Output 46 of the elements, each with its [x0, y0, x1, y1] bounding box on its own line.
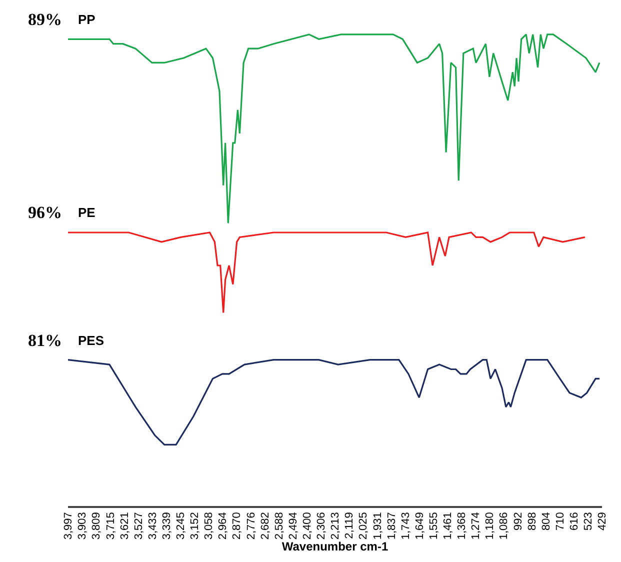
x-tick-label: 2,119	[344, 512, 356, 539]
x-tick-label: 3,621	[118, 512, 131, 540]
series-label: PE	[78, 205, 96, 220]
x-tick-label: 523	[582, 512, 595, 531]
x-tick-label: 2,776	[245, 512, 258, 540]
x-tick-label: 2,870	[231, 512, 244, 540]
x-tick-label: 804	[540, 512, 552, 531]
x-tick-label: 1,086	[498, 512, 510, 540]
x-tick-label: 1,931	[372, 512, 384, 540]
x-axis-title: Wavenumber cm-1	[282, 540, 388, 554]
text: 81%	[28, 331, 62, 350]
x-tick-label: 1,555	[428, 512, 440, 540]
x-tick-label: 3,339	[161, 512, 174, 540]
x-tick-label: 992	[512, 512, 524, 531]
x-tick-label: 3,245	[175, 512, 188, 540]
x-tick-label: 1,461	[442, 512, 454, 540]
x-tick-label: 1,649	[414, 512, 426, 540]
x-tick-label: 1,274	[470, 512, 482, 540]
x-tick-label: 1,180	[484, 512, 496, 540]
series-label: PES	[78, 333, 104, 348]
x-tick-label: 2,682	[259, 512, 272, 540]
x-tick-label: 3,058	[203, 512, 216, 540]
x-tick-label: 2,025	[358, 512, 370, 540]
x-tick-label: 710	[554, 512, 567, 531]
x-tick-label: 1,837	[386, 512, 398, 540]
x-tick-label: 1,368	[456, 512, 468, 540]
x-tick-label: 2,213	[330, 512, 342, 540]
x-tick-label: 898	[526, 512, 538, 531]
text: 89%	[28, 10, 62, 29]
x-tick-label: 616	[568, 512, 581, 531]
x-tick-label: 3,527	[132, 512, 145, 540]
x-tick-label: 2,588	[273, 512, 286, 540]
x-tick-label: 3,903	[76, 512, 89, 540]
text: 96%	[28, 203, 62, 222]
x-tick-label: 3,152	[189, 512, 202, 540]
x-tick-label: 3,997	[62, 512, 75, 540]
x-tick-label: 3,809	[90, 512, 103, 540]
x-tick-label: 2,964	[217, 512, 230, 540]
x-tick-label: 3,715	[104, 512, 117, 540]
x-tick-label: 429	[596, 512, 609, 531]
x-tick-label: 2,494	[288, 512, 300, 540]
x-tick-label: 2,306	[316, 512, 328, 540]
x-tick-label: 3,433	[146, 512, 159, 540]
x-tick-label: 1,743	[400, 512, 412, 540]
x-tick-label: 2,400	[302, 512, 314, 540]
series-label: PP	[78, 12, 96, 27]
